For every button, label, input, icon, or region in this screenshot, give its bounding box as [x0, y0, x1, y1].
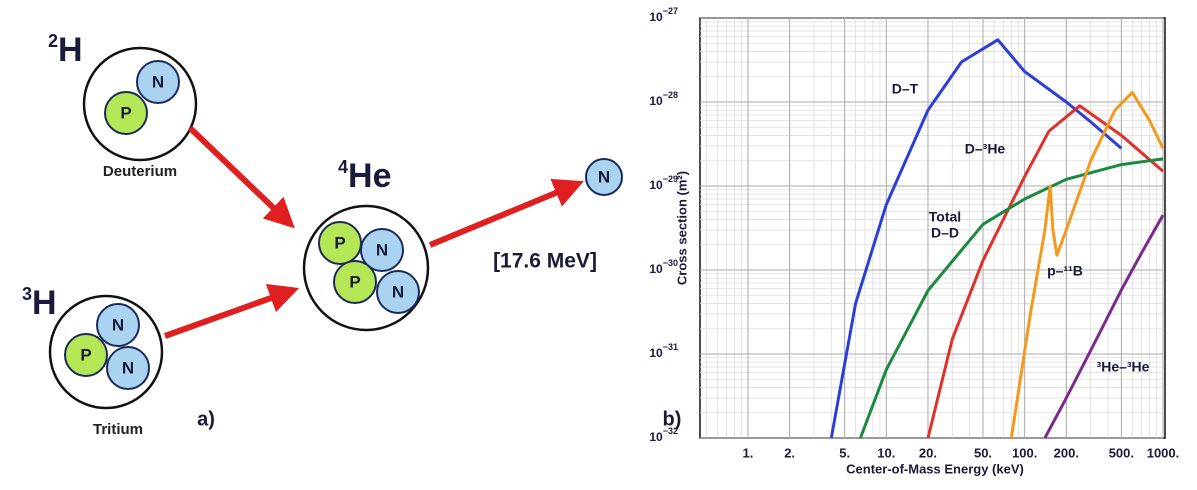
x-tick-label: 100. — [1012, 445, 1037, 460]
x-axis-label: Center-of-Mass Energy (keV) — [846, 461, 1024, 476]
tick-base: 10 — [649, 430, 663, 444]
particle-label: N — [112, 315, 124, 334]
series-label: D–D — [931, 225, 959, 241]
arrow — [430, 187, 570, 245]
isotope-label: 3H — [22, 284, 57, 322]
tick-exponent: −27 — [663, 6, 678, 16]
y-tick-label: 10−27 — [649, 6, 678, 24]
isotope-label: 4He — [338, 157, 391, 195]
isotope-name: Deuterium — [103, 163, 177, 180]
x-tick-label: 1000. — [1147, 445, 1180, 460]
tick-exponent: −31 — [663, 342, 678, 352]
x-tick-label: 20. — [919, 445, 937, 460]
tick-base: 10 — [649, 262, 663, 276]
particle-label: P — [80, 345, 91, 364]
series-label: p–¹¹B — [1047, 263, 1083, 279]
arrow — [190, 128, 284, 218]
particle-label: P — [349, 272, 360, 291]
figure: 2H N P Deuterium 3H N P N Tritium 4He P … — [0, 0, 1197, 485]
x-tick-label: 50. — [974, 445, 992, 460]
series-label: Total — [929, 209, 961, 225]
y-tick-label: 10−31 — [649, 342, 678, 360]
tick-base: 10 — [649, 346, 663, 360]
tick-exponent: −30 — [663, 258, 678, 268]
tick-base: 10 — [649, 178, 663, 192]
panel-label: a) — [197, 408, 215, 430]
diagram: 2H N P Deuterium 3H N P N Tritium 4He P … — [22, 31, 622, 438]
particle-label: N — [152, 72, 164, 91]
chart: b) Center-of-Mass Energy (keV) Cross sec… — [649, 6, 1179, 476]
particle-label: P — [120, 103, 131, 122]
series-label: D–³He — [965, 141, 1006, 157]
tick-exponent: −32 — [663, 426, 678, 436]
isotope-label: 2H — [48, 31, 83, 69]
x-tick-label: 5. — [839, 445, 850, 460]
x-tick-label: 200. — [1054, 445, 1079, 460]
particle-label: N — [122, 358, 134, 377]
x-tick-label: 500. — [1109, 445, 1134, 460]
energy-label: [17.6 MeV] — [493, 250, 597, 273]
series-label: D–T — [892, 81, 919, 97]
y-tick-label: 10−32 — [649, 426, 678, 444]
particle-label: P — [334, 233, 345, 252]
arrow — [165, 293, 285, 336]
tick-exponent: −29 — [663, 174, 678, 184]
tick-base: 10 — [649, 94, 663, 108]
tick-base: 10 — [649, 10, 663, 24]
y-tick-label: 10−28 — [649, 90, 678, 108]
series-label: ³He–³He — [1097, 359, 1150, 375]
particle-label: N — [376, 240, 388, 259]
tick-exponent: −28 — [663, 90, 678, 100]
x-tick-label: 10. — [877, 445, 895, 460]
isotope-name: Tritium — [93, 421, 143, 438]
x-tick-label: 2. — [784, 445, 795, 460]
particle-label: N — [392, 282, 404, 301]
particle-label: N — [598, 167, 610, 186]
x-tick-label: 1. — [743, 445, 754, 460]
